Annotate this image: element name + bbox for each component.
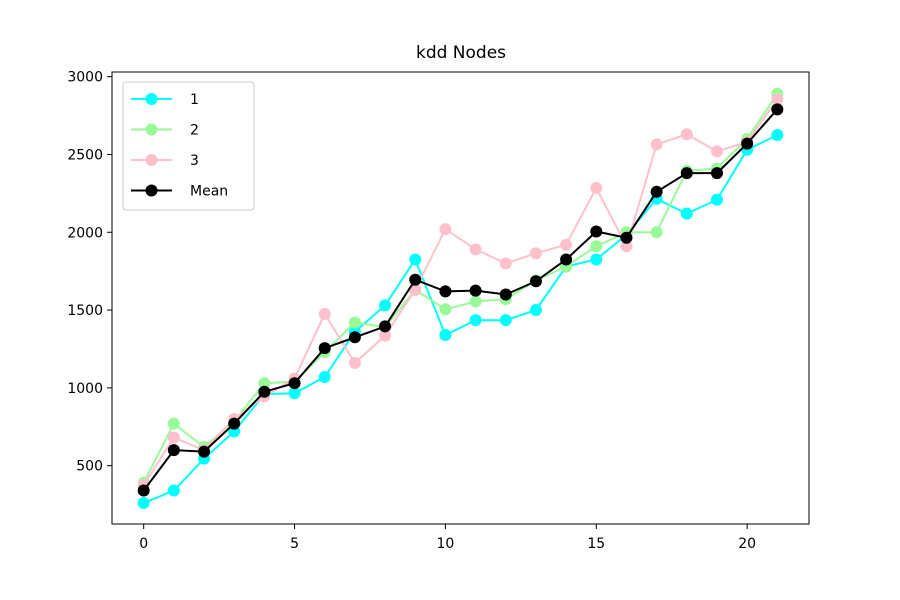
x-tick-label: 20 xyxy=(738,536,756,552)
data-point-mean xyxy=(318,342,331,355)
legend-label-mean: Mean xyxy=(190,184,228,200)
plot-area xyxy=(137,87,784,509)
series-line-1 xyxy=(143,134,778,504)
data-point-2 xyxy=(469,295,482,308)
data-point-1 xyxy=(771,129,784,142)
data-point-3 xyxy=(348,356,361,369)
data-point-1 xyxy=(590,253,603,266)
data-point-mean xyxy=(409,273,422,286)
data-point-mean xyxy=(288,377,301,390)
x-tick-label: 10 xyxy=(436,536,454,552)
data-point-2 xyxy=(650,226,663,239)
y-tick-label: 2000 xyxy=(67,225,103,241)
data-point-3 xyxy=(560,238,573,251)
data-point-mean xyxy=(439,285,452,298)
data-point-mean xyxy=(710,167,723,180)
data-point-1 xyxy=(379,299,392,312)
y-tick-label: 1500 xyxy=(67,303,103,319)
data-point-2 xyxy=(590,240,603,253)
y-tick-label: 3000 xyxy=(67,70,103,86)
data-point-1 xyxy=(167,484,180,497)
data-point-mean xyxy=(680,167,693,180)
legend-label-2: 2 xyxy=(190,123,199,139)
legend-label-1: 1 xyxy=(190,92,199,108)
y-tick-label: 2500 xyxy=(67,147,103,163)
axes-frame xyxy=(111,71,810,525)
data-point-1 xyxy=(680,207,693,220)
data-point-2 xyxy=(258,377,271,390)
data-point-3 xyxy=(167,431,180,444)
data-point-3 xyxy=(771,93,784,106)
y-tick-label: 500 xyxy=(76,459,103,475)
legend-marker-1 xyxy=(145,93,158,105)
data-point-3 xyxy=(439,223,452,236)
data-point-mean xyxy=(620,231,633,244)
data-point-mean xyxy=(167,444,180,457)
axis-ticks: 0 5 10 15 20 500 1000 1500 2000 2500 3000 xyxy=(67,70,756,552)
data-point-3 xyxy=(590,181,603,194)
data-point-3 xyxy=(469,243,482,256)
data-point-3 xyxy=(680,128,693,141)
data-point-mean xyxy=(590,225,603,238)
data-point-mean xyxy=(379,320,392,333)
data-point-1 xyxy=(439,328,452,341)
data-point-mean xyxy=(650,185,663,198)
data-point-1 xyxy=(469,314,482,327)
data-point-3 xyxy=(318,307,331,320)
data-point-mean xyxy=(348,331,361,344)
chart-title: kdd Nodes xyxy=(416,43,506,63)
data-point-1 xyxy=(409,253,422,266)
data-point-2 xyxy=(439,303,452,316)
legend: 1 2 3 Mean xyxy=(122,81,255,211)
series-line-mean xyxy=(142,108,779,492)
x-tick-label: 0 xyxy=(139,536,148,552)
data-point-3 xyxy=(620,240,633,253)
data-point-mean xyxy=(529,275,542,288)
data-point-mean xyxy=(741,137,754,150)
data-point-1 xyxy=(529,304,542,317)
x-tick-label: 5 xyxy=(290,536,299,552)
data-point-1 xyxy=(137,496,150,509)
legend-marker-3 xyxy=(145,154,158,166)
data-point-mean xyxy=(771,103,784,116)
data-point-3 xyxy=(379,329,392,342)
data-point-mean xyxy=(469,284,482,297)
data-point-1 xyxy=(710,193,723,206)
series-line-2 xyxy=(142,93,779,484)
data-point-3 xyxy=(499,257,512,270)
data-point-mean xyxy=(228,417,241,430)
data-point-3 xyxy=(710,145,723,158)
legend-marker-mean xyxy=(145,184,158,197)
data-point-1 xyxy=(288,387,301,400)
data-point-2 xyxy=(167,417,180,430)
x-tick-label: 15 xyxy=(587,536,605,552)
legend-marker-2 xyxy=(145,123,158,136)
data-point-mean xyxy=(198,445,211,458)
legend-label-3: 3 xyxy=(190,153,199,169)
data-point-mean xyxy=(258,385,271,398)
y-tick-label: 1000 xyxy=(67,381,103,397)
data-point-mean xyxy=(499,288,512,301)
data-point-mean xyxy=(137,484,150,497)
data-point-1 xyxy=(318,370,331,383)
data-point-3 xyxy=(409,283,422,296)
legend-box xyxy=(122,81,255,211)
data-point-1 xyxy=(499,314,512,327)
data-point-3 xyxy=(529,247,542,260)
data-point-3 xyxy=(650,138,663,151)
data-point-mean xyxy=(560,253,573,266)
data-point-2 xyxy=(348,316,361,329)
